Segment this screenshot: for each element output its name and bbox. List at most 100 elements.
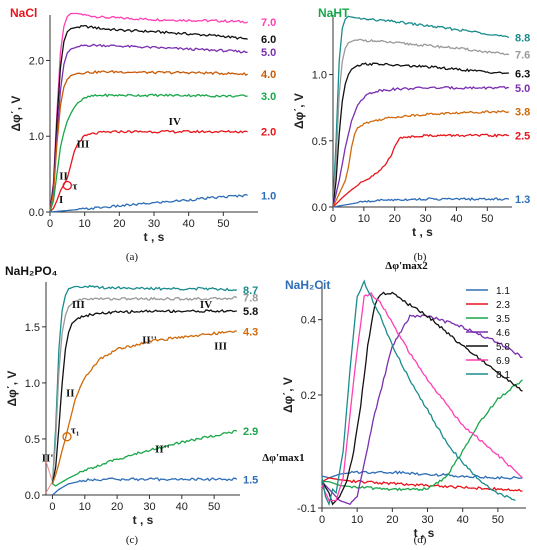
x-tick-label: 0	[319, 514, 325, 526]
series-line-3.5	[322, 379, 523, 492]
y-tick-label: 0.5	[25, 434, 40, 446]
panel-label: (c)	[126, 534, 139, 546]
series-line-2.9	[52, 429, 238, 487]
y-axis-label: Δφ΄, V	[5, 371, 19, 407]
x-axis-label: t , s	[414, 526, 435, 540]
region-annotation: II	[66, 387, 75, 399]
legend-label: 1.1	[496, 286, 510, 297]
series-line-3.0	[49, 93, 248, 213]
y-axis-label: Δφ΄, V	[281, 377, 295, 413]
x-tick-label: 10	[79, 218, 91, 230]
y-tick-label: 0.0	[25, 490, 40, 502]
y-tick-label: -0.1	[297, 503, 316, 515]
series-label: 2.9	[243, 426, 258, 438]
series-label: 5.0	[261, 47, 276, 59]
region-annotation: II'	[42, 452, 54, 464]
x-tick-label: 30	[148, 218, 160, 230]
x-tick-label: 30	[419, 213, 431, 225]
region-annotation: τ₁	[71, 424, 79, 436]
peak-annotation: Δφ'max2	[385, 260, 428, 272]
y-tick-label: 0.4	[301, 315, 316, 327]
series-label: 7.0	[261, 17, 276, 29]
chart-title: NaH₂PO₄	[5, 264, 58, 278]
y-tick-label: 2.0	[29, 55, 44, 67]
series-label: 5.8	[243, 306, 258, 318]
series-line-8.1	[321, 279, 516, 507]
series-label: 4.3	[243, 326, 258, 338]
series-line-1.3	[332, 196, 510, 208]
x-tick-label: 30	[143, 501, 155, 513]
series-line-5.0	[49, 43, 248, 213]
chart-panel-b: 0 10 20 30 40 50 0.0 0.5 1.0 t , s Δφ΄, V NaHT (b) 8.…	[292, 6, 530, 263]
x-tick-label: 20	[113, 218, 125, 230]
series-label: 8.7	[243, 285, 258, 297]
series-line-1.5	[52, 477, 238, 496]
x-tick-label: 40	[457, 514, 469, 526]
series-label: 6.3	[515, 68, 530, 80]
region-annotation: II	[59, 170, 68, 182]
x-tick-label: 10	[358, 213, 370, 225]
region-annotation: II''	[155, 443, 170, 455]
series-label: 4.0	[261, 69, 276, 81]
legend-label: 6.9	[496, 356, 510, 367]
series-label: 5.0	[515, 83, 530, 95]
series-line-2.3	[321, 477, 523, 492]
region-annotation: I	[59, 194, 63, 206]
series-line-2.0	[49, 129, 248, 213]
panel-label: (d)	[414, 534, 427, 546]
series-line-7.8	[51, 295, 238, 484]
chart-panel-d: 0 10 20 30 40 50 -0.1 0.2 0.4 t , s Δφ΄, V NaH₂Cit (…	[262, 260, 526, 546]
x-tick-label: 50	[208, 501, 220, 513]
series-line-5.8	[51, 309, 237, 484]
y-tick-label: 1.5	[25, 322, 40, 334]
chart-title: NaH₂Cit	[285, 278, 330, 292]
series-label: 6.0	[261, 34, 276, 46]
legend-label: 5.8	[496, 342, 510, 353]
y-axis-label: Δφ΄, V	[292, 93, 306, 129]
x-tick-label: 0	[49, 501, 55, 513]
series-label: 7.8	[243, 293, 258, 305]
y-tick-label: 0.2	[301, 390, 316, 402]
series-line-1.0	[49, 193, 248, 213]
y-tick-label: 0.0	[29, 207, 44, 219]
y-tick-label: 1.0	[312, 70, 327, 82]
legend-label: 2.3	[496, 300, 510, 311]
series-label: 3.0	[261, 91, 276, 103]
series-line-2.5	[332, 133, 509, 208]
series-line-6.3	[332, 62, 510, 208]
region-annotation: τ	[72, 180, 77, 192]
region-annotation: III	[214, 340, 227, 352]
legend-label: 4.6	[496, 328, 510, 339]
series-label: 7.6	[515, 50, 530, 62]
legend-label: 8.1	[496, 370, 510, 381]
region-annotation: II''	[142, 335, 157, 347]
x-axis-label: t , s	[412, 225, 433, 239]
x-tick-label: 0	[330, 213, 336, 225]
region-annotation: III	[72, 299, 85, 311]
series-line-8.8	[332, 15, 510, 208]
chart-title: NaCl	[10, 6, 37, 20]
series-line-4.3	[51, 330, 237, 485]
x-tick-label: 10	[351, 514, 363, 526]
x-tick-label: 50	[492, 514, 504, 526]
x-tick-label: 40	[183, 218, 195, 230]
panel-label: (a)	[126, 251, 139, 263]
series-line-6.0	[49, 24, 248, 213]
panel-label: (b)	[414, 251, 427, 263]
y-tick-label: 1.0	[25, 378, 40, 390]
x-tick-label: 10	[79, 501, 91, 513]
y-tick-label: 1.0	[29, 131, 44, 143]
tau-marker	[62, 432, 72, 442]
series-line-7.0	[49, 12, 248, 213]
y-tick-label: 0.5	[312, 136, 327, 148]
series-label: 1.3	[515, 194, 530, 206]
chart-panel-c: 0 10 20 30 40 50 0.0 0.5 1.0 1.5 t , s Δφ΄, V NaH₂PO…	[5, 264, 258, 546]
series-label: 2.5	[515, 130, 530, 142]
series-line-4.6	[321, 314, 523, 505]
series-line-7.6	[332, 38, 510, 208]
series-line-6.9	[321, 291, 523, 502]
series-line-1.1	[321, 470, 523, 480]
series-label: 1.5	[243, 474, 258, 486]
series-label: 3.8	[515, 107, 530, 119]
